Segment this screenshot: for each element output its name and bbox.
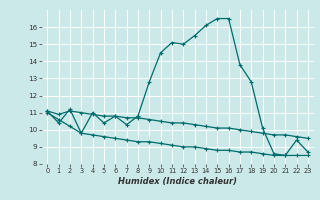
X-axis label: Humidex (Indice chaleur): Humidex (Indice chaleur) [118, 177, 237, 186]
